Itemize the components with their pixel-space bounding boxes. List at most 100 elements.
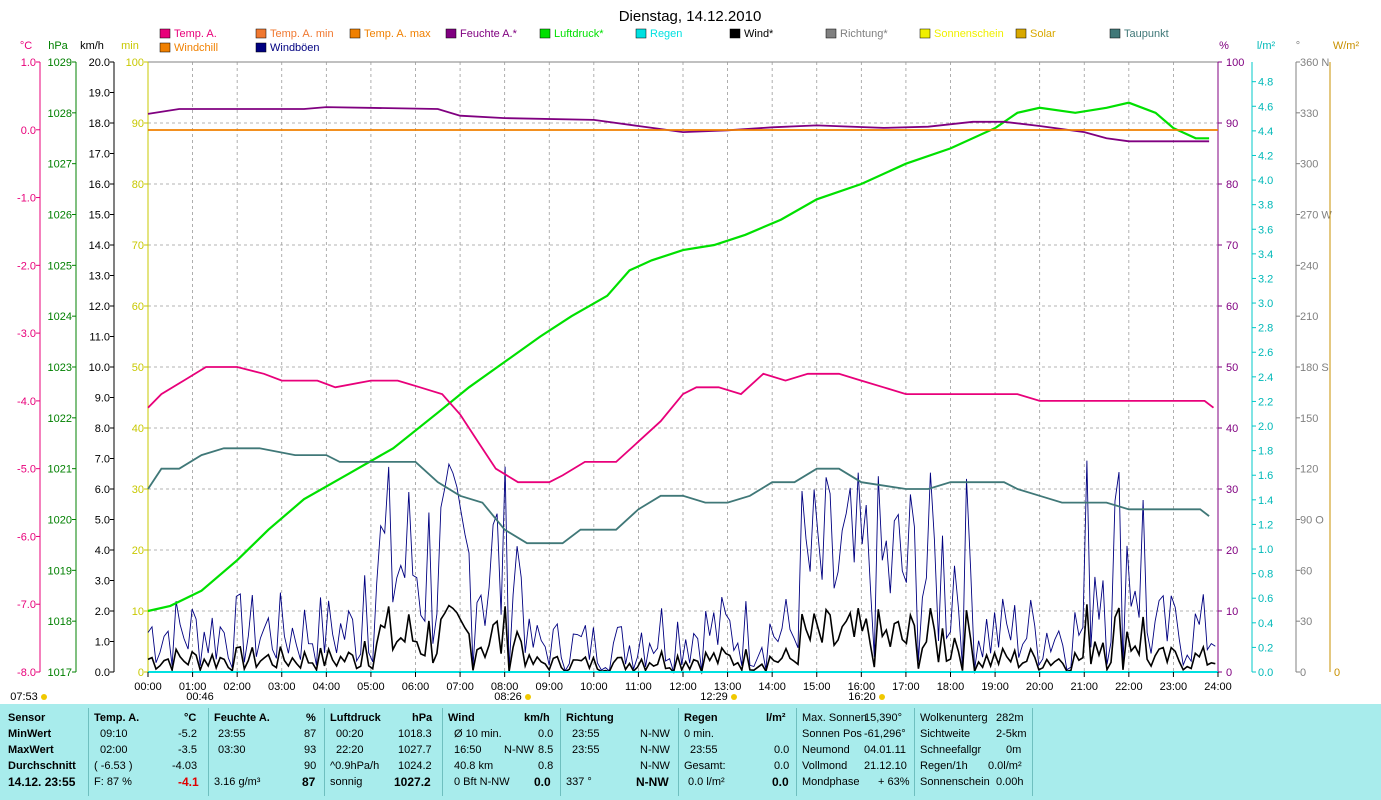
pressure-axis-label: 1026	[48, 210, 72, 222]
direction-axis-label: 90 O	[1300, 515, 1324, 527]
minutes-axis-label: 80	[132, 179, 144, 191]
wind-axis-label: 3.0	[95, 576, 110, 588]
legend-swatch	[1015, 28, 1027, 39]
minutes-axis-label: 90	[132, 118, 144, 130]
x-tick-label: 16:00	[848, 681, 876, 693]
minutes-axis-label: 60	[132, 301, 144, 313]
minutes-axis-label: 40	[132, 423, 144, 435]
x-tick-label: 03:00	[268, 681, 296, 693]
humidity-current-value: 87	[302, 775, 316, 789]
humidity-avg-value: 90	[304, 760, 317, 772]
direction-axis-label: 270 W	[1300, 210, 1332, 222]
x-tick-label: 19:00	[981, 681, 1009, 693]
humidity-axis-label: 30	[1226, 484, 1238, 496]
wind-axis-label: 12.0	[89, 301, 110, 313]
chart-legend: Temp. A. Temp. A. min Temp. A. max Feuchte …	[159, 28, 1169, 54]
rain-current-value: 0.0	[772, 775, 789, 789]
temp-max-time: 02:00	[100, 744, 128, 756]
legend-swatch	[539, 28, 551, 39]
legend-swatch	[1109, 28, 1121, 39]
rain-axis-label: 2.4	[1258, 372, 1273, 384]
wind-axis-label: 19.0	[89, 88, 110, 100]
temp-unit: °C	[184, 712, 197, 724]
temp-current-value: -4.1	[178, 775, 199, 789]
astro-value: -61,296°	[864, 728, 906, 740]
temp-axis-label: -3.0	[17, 328, 36, 340]
wind-unit: km/h	[524, 712, 550, 724]
wind-axis-label: 2.0	[95, 606, 110, 618]
temp-current-extra: F: 87 %	[94, 776, 132, 788]
minutes-axis-label: 0	[138, 667, 144, 679]
wind-min-value: 0.0	[538, 728, 554, 740]
x-tick-label: 08:00	[491, 681, 519, 693]
x-tick-label: 12:00	[669, 681, 697, 693]
wind-axis-label: 18.0	[89, 118, 110, 130]
misc-label: Sichtweite	[920, 728, 971, 740]
pressure-axis-label: 1024	[48, 311, 72, 323]
pressure-axis-label: 1028	[48, 108, 72, 120]
astro-value: 04.01.11	[864, 744, 907, 756]
x-tick-label: 04:00	[313, 681, 341, 693]
temp-avg-extra: ( -6.53 )	[94, 760, 133, 772]
rain-axis-label: 1.0	[1258, 544, 1273, 556]
temp-avg-value: -4.03	[172, 760, 198, 772]
humidity-unit: %	[306, 712, 316, 724]
temp-axis-label: 1.0	[21, 57, 36, 69]
rain-axis-label: 3.8	[1258, 200, 1273, 212]
minutes-axis-header: min	[121, 40, 139, 52]
humidity-min-value: 87	[304, 728, 317, 740]
wind-column: Wind km/h Ø 10 min. 0.0 16:50 N-NW 8.5 4…	[448, 708, 558, 796]
series-tempa	[147, 366, 1215, 484]
temp-axis-label: -4.0	[17, 396, 36, 408]
legend-swatch	[349, 28, 361, 39]
humidity-min-time: 23:55	[218, 728, 246, 740]
temp-axis-label: -5.0	[17, 464, 36, 476]
series-taupunkt	[147, 447, 1210, 545]
rain-axis-label: 0.8	[1258, 569, 1273, 581]
rain-axis-label: 1.8	[1258, 446, 1273, 458]
rain-axis-label: 4.4	[1258, 126, 1273, 138]
astro-label: Neumond	[802, 744, 850, 756]
wind-max-time: 16:50	[454, 744, 482, 756]
wind-axis-label: 9.0	[95, 393, 110, 405]
legend-swatch	[729, 28, 741, 39]
temp-min-time: 09:10	[100, 728, 128, 740]
wind-axis-label: 15.0	[89, 210, 110, 222]
wind-axis-label: 1.0	[95, 637, 110, 649]
x-tick-label: 20:00	[1026, 681, 1054, 693]
rain-total-label: Gesamt:	[684, 760, 726, 772]
direction-axis-label: 60	[1300, 565, 1312, 577]
misc-column: Wolkenunterg 282m Sichtweite 2-5km Schne…	[920, 708, 1030, 796]
legend-label: Windböen	[270, 42, 320, 54]
direction-axis-label: 210	[1300, 311, 1318, 323]
rain-axis-label: 2.2	[1258, 396, 1273, 408]
chart-title: Dienstag, 14.12.2010	[619, 8, 762, 25]
humidity-axis-label: 90	[1226, 118, 1238, 130]
sun-icon	[41, 694, 47, 700]
direction-axis-label: 150	[1300, 413, 1318, 425]
x-tick-label: 22:00	[1115, 681, 1143, 693]
x-tick-label: 09:00	[535, 681, 563, 693]
grid-lines	[148, 62, 1218, 672]
wind-axis-label: 16.0	[89, 179, 110, 191]
humidity-axis-label: 60	[1226, 301, 1238, 313]
pressure-header: Luftdruck	[330, 712, 381, 724]
humidity-axis-label: 40	[1226, 423, 1238, 435]
x-tick-label: 01:00	[179, 681, 207, 693]
sun-icon	[879, 694, 885, 700]
pressure-avg-value: 1024.2	[398, 760, 432, 772]
humidity-axis-header: %	[1219, 40, 1229, 52]
wind-axis-label: 20.0	[89, 57, 110, 69]
pressure-forecast: sonnig	[330, 776, 363, 788]
temp-axis-label: -7.0	[17, 599, 36, 611]
rain-axis-label: 2.8	[1258, 323, 1273, 335]
direction-axis-label: 360 N	[1300, 57, 1329, 69]
x-tick-label: 10:00	[580, 681, 608, 693]
pressure-axis-label: 1025	[48, 260, 72, 272]
legend-label: Temp. A. max	[364, 28, 431, 40]
direction-min-value: N-NW	[640, 728, 670, 740]
direction-current-value: N-NW	[636, 775, 669, 789]
rain-axis-label: 1.6	[1258, 470, 1273, 482]
rain-max-time: 23:55	[690, 744, 718, 756]
astro-label: Vollmond	[802, 760, 848, 772]
